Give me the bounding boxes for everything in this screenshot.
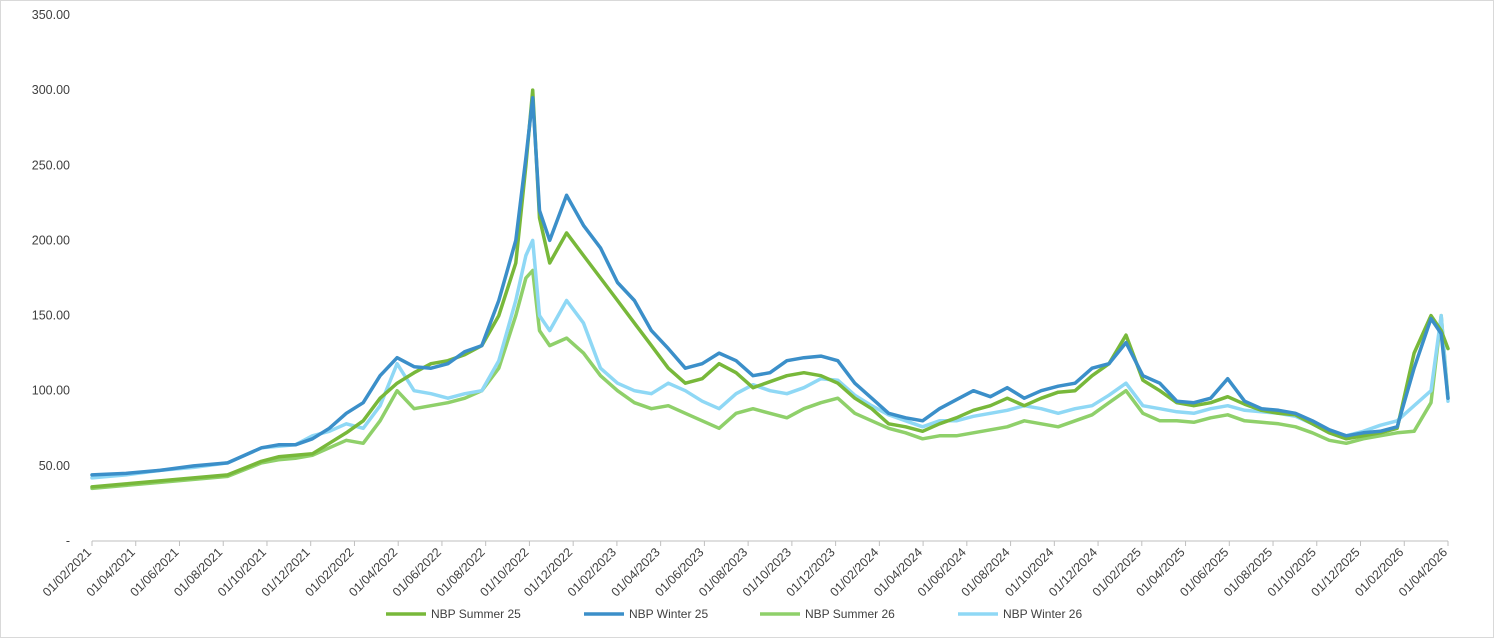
- series-line-nbp-winter-25: [90, 95, 1450, 477]
- y-tick-label: 200.00: [32, 233, 70, 247]
- y-axis: - 50.00 100.00 150.00 200.00 250.00 300.00 350.…: [32, 8, 70, 548]
- y-tick-label: 150.00: [32, 309, 70, 323]
- y-tick-label: 300.00: [32, 83, 70, 97]
- legend-label: NBP Summer 26: [805, 607, 895, 621]
- series-line-nbp-winter-26: [90, 238, 1450, 480]
- legend-label: NBP Summer 25: [431, 607, 521, 621]
- series-line-nbp-summer-26: [90, 268, 1450, 491]
- y-tick-label: -: [66, 534, 70, 548]
- series-layer: [90, 88, 1450, 491]
- legend-label: NBP Winter 25: [629, 607, 708, 621]
- x-axis: 01/02/202101/04/202101/06/202101/08/2021…: [40, 540, 1450, 599]
- y-tick-label: 50.00: [39, 459, 70, 473]
- series-line-nbp-summer-25: [90, 88, 1450, 489]
- y-tick-label: 350.00: [32, 8, 70, 22]
- legend: NBP Summer 25 NBP Winter 25 NBP Summer 26 N…: [386, 607, 1082, 621]
- y-tick-label: 100.00: [32, 384, 70, 398]
- legend-label: NBP Winter 26: [1003, 607, 1082, 621]
- y-tick-label: 250.00: [32, 158, 70, 172]
